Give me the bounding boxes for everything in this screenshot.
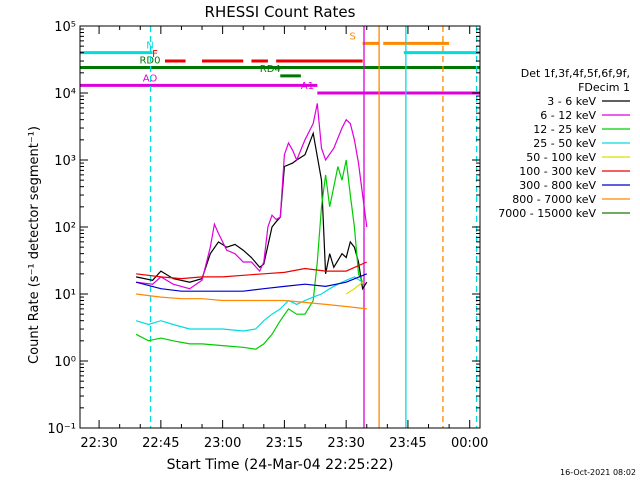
y-tick-label: 10³ xyxy=(54,154,76,169)
flag-label-f: F xyxy=(152,49,158,60)
legend-entry-label: 6 - 12 keV xyxy=(540,109,596,122)
footer-timestamp: 16-Oct-2021 08:02 xyxy=(560,468,636,477)
legend-entry-label: 300 - 800 keV xyxy=(519,179,596,192)
y-tick-label: 10² xyxy=(54,221,76,236)
series-line xyxy=(345,281,363,295)
legend-entry-label: 800 - 7000 keV xyxy=(512,193,596,206)
y-tick-label: 10⁰ xyxy=(54,355,76,370)
y-tick-label: 10⁴ xyxy=(54,87,76,102)
axes: 10⁻¹ 10⁰ 10¹ 10² 10³ 10⁴ 10⁵ 22:30 22:45 23:00 23:… xyxy=(47,20,488,451)
series-layer xyxy=(135,103,368,350)
x-axis-label: Start Time (24-Mar-04 22:25:22) xyxy=(167,457,394,473)
series-line xyxy=(135,273,368,292)
legend-entry-label: 7000 - 15000 keV xyxy=(498,207,596,220)
legend-entry-label: 50 - 100 keV xyxy=(526,151,596,164)
chart-title: RHESSI Count Rates xyxy=(205,3,356,21)
legend: Det 1f,3f,4f,5f,6f,9f,FDecim 13 - 6 keV6… xyxy=(498,67,630,220)
legend-header: FDecim 1 xyxy=(578,81,630,94)
x-tick-label: 23:45 xyxy=(389,436,426,451)
flag-label-rd4: RD4 xyxy=(260,64,281,75)
legend-header: Det 1f,3f,4f,5f,6f,9f, xyxy=(521,67,630,80)
y-tick-label: 10⁻¹ xyxy=(47,422,76,437)
series-line xyxy=(135,276,363,332)
y-tick-label: 10¹ xyxy=(54,288,76,303)
legend-entry-label: 25 - 50 keV xyxy=(533,137,596,150)
x-tick-label: 23:00 xyxy=(204,436,241,451)
legend-entry-label: 100 - 300 keV xyxy=(519,165,596,178)
series-line xyxy=(135,131,368,291)
x-tick-label: 22:45 xyxy=(142,436,179,451)
legend-entry-label: 3 - 6 keV xyxy=(547,95,596,108)
x-tick-label: 22:30 xyxy=(80,436,117,451)
x-tick-label: 23:30 xyxy=(327,436,364,451)
x-tick-label: 23:15 xyxy=(266,436,303,451)
y-tick-label: 10⁵ xyxy=(54,20,76,35)
flag-bars: NFRD0RD4AOA1S xyxy=(80,31,480,95)
series-line xyxy=(135,159,364,350)
series-line xyxy=(136,261,368,280)
flag-label-a1: A1 xyxy=(301,81,314,92)
y-axis-label: Count Rate (s⁻¹ detector segment⁻¹) xyxy=(27,126,42,364)
flag-label-s: S xyxy=(349,31,355,42)
series-line xyxy=(136,103,368,290)
x-tick-label: 00:00 xyxy=(451,436,488,451)
series-line xyxy=(136,293,367,310)
legend-entry-label: 12 - 25 keV xyxy=(533,123,596,136)
